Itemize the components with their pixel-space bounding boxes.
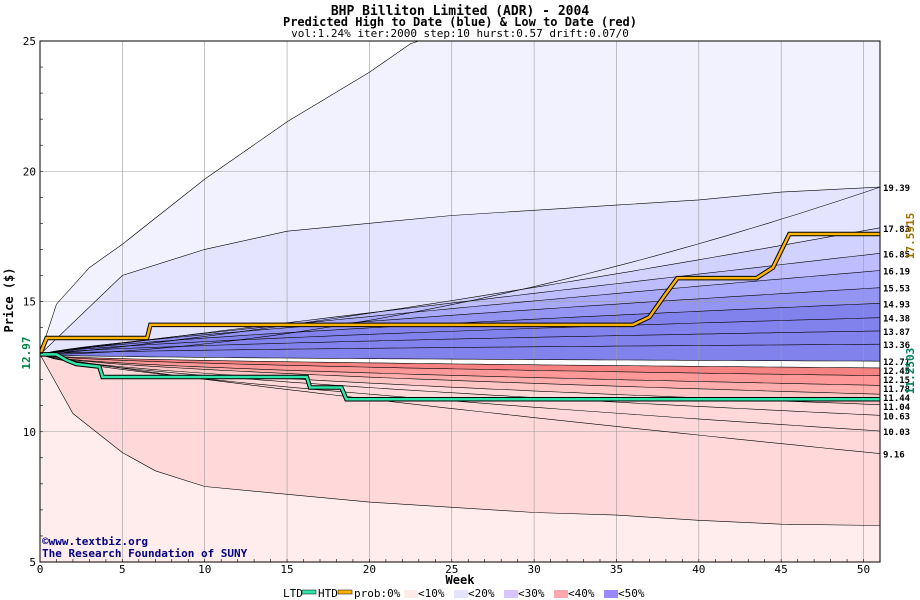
- legend-htd-label: HTD: [318, 587, 338, 600]
- quantile-line: [40, 354, 880, 376]
- legend-bin-swatch: [604, 590, 618, 598]
- band-high-7: [40, 303, 880, 355]
- x-tick-label: 20: [363, 563, 376, 576]
- band-low-2: [40, 354, 880, 386]
- quantile-line: [40, 354, 880, 416]
- quantile-value-label: 16.85: [883, 250, 910, 260]
- watermark-org: The Research Foundation of SUNY: [42, 547, 248, 560]
- quantile-value-label: 12.15: [883, 376, 910, 386]
- quantile-value-label: 10.03: [883, 428, 910, 438]
- legend-prob-label: prob:0%: [354, 587, 401, 600]
- plot-frame: [39, 40, 881, 563]
- low-value-label: 11.2503: [904, 348, 917, 394]
- chart-subtitle: Predicted High to Date (blue) & Low to D…: [283, 15, 637, 29]
- y-axis-label: Price ($): [2, 267, 16, 332]
- legend-bin-swatch: [554, 590, 568, 598]
- band-high-10: [40, 344, 880, 362]
- start-price-label: 12.97: [20, 336, 33, 369]
- legend-bin-label: <20%: [468, 587, 495, 600]
- y-tick-label: 5: [29, 556, 36, 569]
- quantile-line: [40, 287, 880, 355]
- x-tick-label: 40: [692, 563, 705, 576]
- quantile-value-label: 16.19: [883, 268, 910, 278]
- band-low-4: [40, 354, 880, 405]
- quantile-value-label: 13.36: [883, 341, 910, 351]
- quantile-value-label: 11.78: [883, 385, 910, 395]
- x-tick-label: 50: [857, 563, 870, 576]
- x-tick-label: 35: [610, 563, 623, 576]
- band-high-4: [40, 253, 880, 355]
- quantile-value-label: 12.45: [883, 367, 910, 377]
- band-high-8: [40, 317, 880, 355]
- quantile-line: [40, 354, 880, 362]
- band-high-6: [40, 287, 880, 355]
- band-low-outer: [40, 354, 880, 526]
- y-tick-label: 25: [23, 35, 36, 48]
- band-high-1: [40, 187, 880, 355]
- quantile-value-label: 13.87: [883, 328, 910, 338]
- quantile-value-label: 14.38: [883, 315, 910, 325]
- x-tick-label: 25: [445, 563, 458, 576]
- band-low-7: [40, 354, 880, 454]
- quantile-line: [40, 41, 419, 355]
- legend-ltd-label: LTD: [283, 587, 303, 600]
- high-to-date-path: [40, 232, 880, 355]
- x-tick-label: 45: [775, 563, 788, 576]
- quantile-value-label: 15.53: [883, 285, 910, 295]
- high-value-label: 17.5915: [904, 213, 917, 259]
- quantile-line: [40, 270, 880, 355]
- quantile-value-label: 10.63: [883, 412, 910, 422]
- band-low-6: [40, 354, 880, 431]
- quantile-value-label: 11.44: [883, 394, 911, 404]
- legend-ltd-swatch: [301, 589, 317, 595]
- legend: LTD HTD prob:0% <10% <20% <30% <40% <50%: [283, 587, 645, 600]
- band-center: [40, 354, 880, 368]
- band-low-3: [40, 354, 880, 395]
- quantile-line: [40, 186, 880, 355]
- band-low-1: [40, 354, 880, 376]
- quantile-line: [40, 330, 880, 355]
- x-tick-label: 5: [119, 563, 126, 576]
- quantile-value-label: 17.83: [883, 225, 910, 235]
- plot-clip-group: [40, 41, 880, 562]
- legend-bin-swatch: [454, 590, 468, 598]
- legend-bins: <10% <20% <30% <40% <50%: [404, 587, 645, 600]
- legend-bin-label: <40%: [568, 587, 595, 600]
- chart-title: BHP Billiton Limited (ADR) - 2004: [331, 4, 589, 19]
- quantile-line: [40, 354, 880, 526]
- low-to-date-path: [40, 353, 880, 401]
- legend-bin-swatch: [404, 590, 418, 598]
- quantile-line: [40, 317, 880, 355]
- x-axis-label: Week: [446, 573, 476, 587]
- quantile-value-label: 9.16: [883, 451, 905, 461]
- quantile-line: [40, 354, 880, 386]
- legend-bin-swatch: [504, 590, 518, 598]
- quantile-value-label: 12.71: [883, 358, 910, 368]
- quantile-value-label: 19.39: [883, 184, 910, 194]
- band-low-tail: [40, 354, 880, 562]
- legend-bin-label: <50%: [618, 587, 645, 600]
- legend-bin-label: <30%: [518, 587, 545, 600]
- chart-params: vol:1.24% iter:2000 step:10 hurst:0.57 d…: [291, 27, 629, 40]
- y-tick-label: 15: [23, 296, 36, 309]
- plot-area: 0 5 10 15 20 25 30 35 40 45 5051015202519.3917.831…: [23, 35, 911, 576]
- quantile-value-label: 14.93: [883, 300, 910, 310]
- quantile-line: [40, 343, 880, 355]
- x-tick-label: 10: [198, 563, 211, 576]
- band-high-outer: [40, 41, 880, 355]
- x-tick-label: 15: [280, 563, 293, 576]
- quantile-line: [40, 354, 880, 395]
- band-high-9: [40, 330, 880, 355]
- legend-bin-label: <10%: [418, 587, 445, 600]
- x-tick-label: 30: [527, 563, 540, 576]
- y-tick-label: 20: [23, 165, 36, 178]
- quantile-value-label: 11.04: [883, 403, 911, 413]
- legend-htd-swatch: [337, 589, 353, 595]
- x-tick-label: 0: [37, 563, 44, 576]
- watermark-site: ©www.textbiz.org: [42, 535, 148, 548]
- quantile-line: [40, 354, 880, 369]
- y-tick-label: 10: [23, 426, 36, 439]
